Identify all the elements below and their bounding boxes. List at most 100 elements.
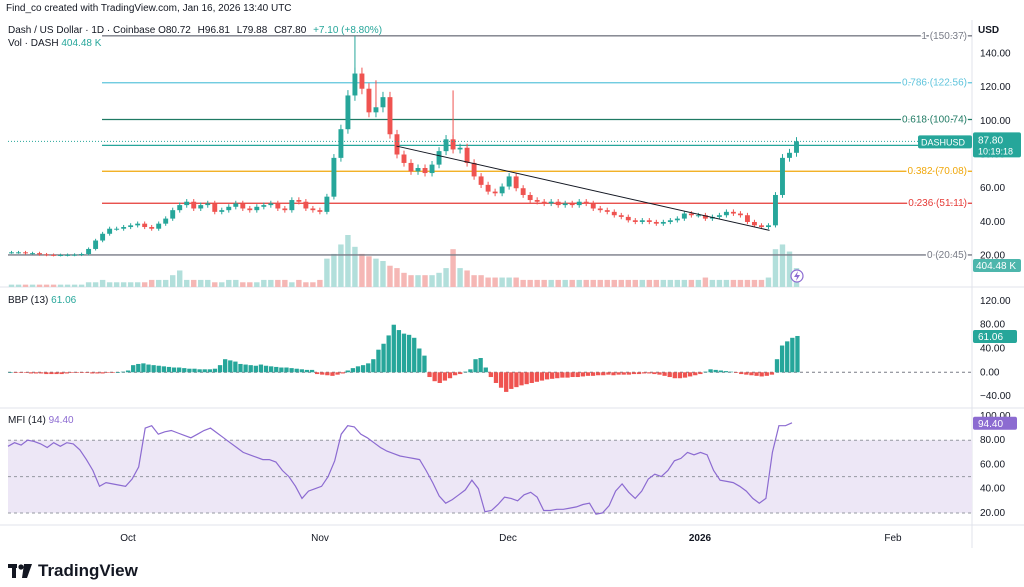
last-price-value: 87.80 (978, 135, 1003, 146)
ohlc-high: H96.81 (197, 25, 230, 36)
bbp-bar (386, 335, 391, 373)
volume-bar (43, 284, 50, 287)
mfi-axis-tick: 80.00 (980, 435, 1005, 446)
fib-level-label: 0.618 (100.74) (902, 115, 967, 126)
mfi-value-tag-label: 94.40 (978, 419, 1003, 430)
volume-bar (632, 279, 638, 287)
volume-bar (57, 284, 64, 287)
volume-bar (709, 279, 716, 287)
ohlc-change: +7.10 (+8.80%) (313, 25, 383, 36)
volume-bar (303, 282, 309, 287)
bbp-bar (299, 369, 304, 373)
candle-body (303, 201, 309, 209)
bbp-bar (739, 372, 744, 375)
volume-bar (562, 279, 568, 287)
bbp-bar (601, 372, 606, 376)
last-price-symbol-label: DASHUSD (921, 137, 966, 147)
volume-bar (184, 279, 190, 287)
bbp-axis-tick: −40.00 (980, 391, 1011, 402)
volume-bar (772, 249, 779, 287)
volume-bar (492, 277, 498, 287)
volume-bar (667, 279, 674, 287)
candle-body (282, 208, 288, 211)
fib-level-label: 0.786 (122.56) (902, 78, 967, 89)
volume-bar (471, 275, 477, 287)
candle-body (394, 134, 400, 155)
bbp-bar (396, 330, 402, 373)
volume-legend[interactable]: Vol · DASH 404.48 K (8, 38, 101, 49)
bbp-bar (662, 372, 667, 376)
bbp-bar (8, 372, 13, 373)
volume-bar (22, 284, 29, 287)
bbp-bar (442, 372, 448, 381)
bbp-bar (488, 372, 494, 378)
candle-body (464, 147, 470, 163)
ohlc-close: C87.80 (274, 25, 307, 36)
volume-bar (106, 282, 113, 287)
candle-body (121, 227, 127, 229)
bbp-bar (626, 372, 631, 375)
volume-bar (618, 279, 624, 287)
bbp-bar (774, 359, 780, 373)
bbp-bar (100, 372, 105, 374)
price-axis-tick: 140.00 (980, 48, 1011, 59)
volume-bar (155, 279, 162, 287)
volume-bar (233, 279, 239, 287)
mfi-axis-tick: 40.00 (980, 484, 1005, 495)
candle-body (331, 157, 337, 197)
bbp-bar (401, 333, 407, 373)
bbp-bar (529, 372, 534, 383)
bbp-bar (677, 372, 683, 379)
price-axis-tick: 20.00 (980, 251, 1005, 262)
bbp-bar (473, 359, 478, 373)
volume-bar (71, 284, 78, 287)
fib-level-label: 0 (20.45) (927, 250, 967, 261)
volume-bar (779, 244, 786, 287)
candle-body (156, 223, 162, 229)
bbp-bar (340, 372, 345, 374)
bbp-bar (733, 372, 739, 373)
ohlc-open: O80.72 (158, 25, 191, 36)
bbp-bar (120, 371, 126, 373)
symbol-legend[interactable]: Dash / US Dollar · 1D · Coinbase O80.72 … (8, 25, 386, 36)
bbp-bar (667, 372, 672, 378)
volume-bar (758, 279, 765, 287)
candle-body (597, 208, 603, 211)
bbp-bar (192, 368, 197, 373)
mfi-legend[interactable]: MFI (14) 94.40 (8, 415, 74, 426)
bbp-bar (115, 372, 121, 373)
candle-body (254, 206, 260, 211)
volume-bar (134, 282, 141, 287)
bbp-bar (85, 372, 90, 373)
volume-bar (674, 279, 681, 287)
bbp-bar (74, 372, 80, 373)
candle-body (681, 213, 687, 219)
bbp-bar (125, 370, 131, 373)
candle-body (9, 252, 14, 254)
time-axis-tick: Dec (499, 533, 517, 544)
currency-label[interactable]: USD (978, 25, 1000, 36)
volume-bar (737, 279, 744, 287)
mfi-value: 94.40 (48, 415, 74, 426)
candle-body (72, 254, 78, 256)
candle-body (212, 203, 218, 212)
bbp-bar (427, 372, 432, 378)
volume-bar (765, 277, 772, 287)
candle-body (583, 201, 589, 204)
candle-body (240, 203, 246, 209)
volume-bar (113, 282, 120, 287)
volume-bar (141, 282, 148, 287)
candle-body (702, 215, 708, 219)
candle-body (86, 248, 92, 255)
volume-bar (226, 279, 232, 287)
tradingview-logo[interactable]: TradingView (8, 561, 138, 581)
candle-body (794, 141, 799, 153)
candle-body (289, 200, 295, 211)
time-axis-tick: Oct (120, 533, 136, 544)
candle-body (744, 215, 750, 222)
bbp-bar (514, 372, 519, 388)
bbp-legend[interactable]: BBP (13) 61.06 (8, 295, 76, 306)
bbp-bar (49, 372, 54, 375)
volume-bar (92, 282, 99, 287)
